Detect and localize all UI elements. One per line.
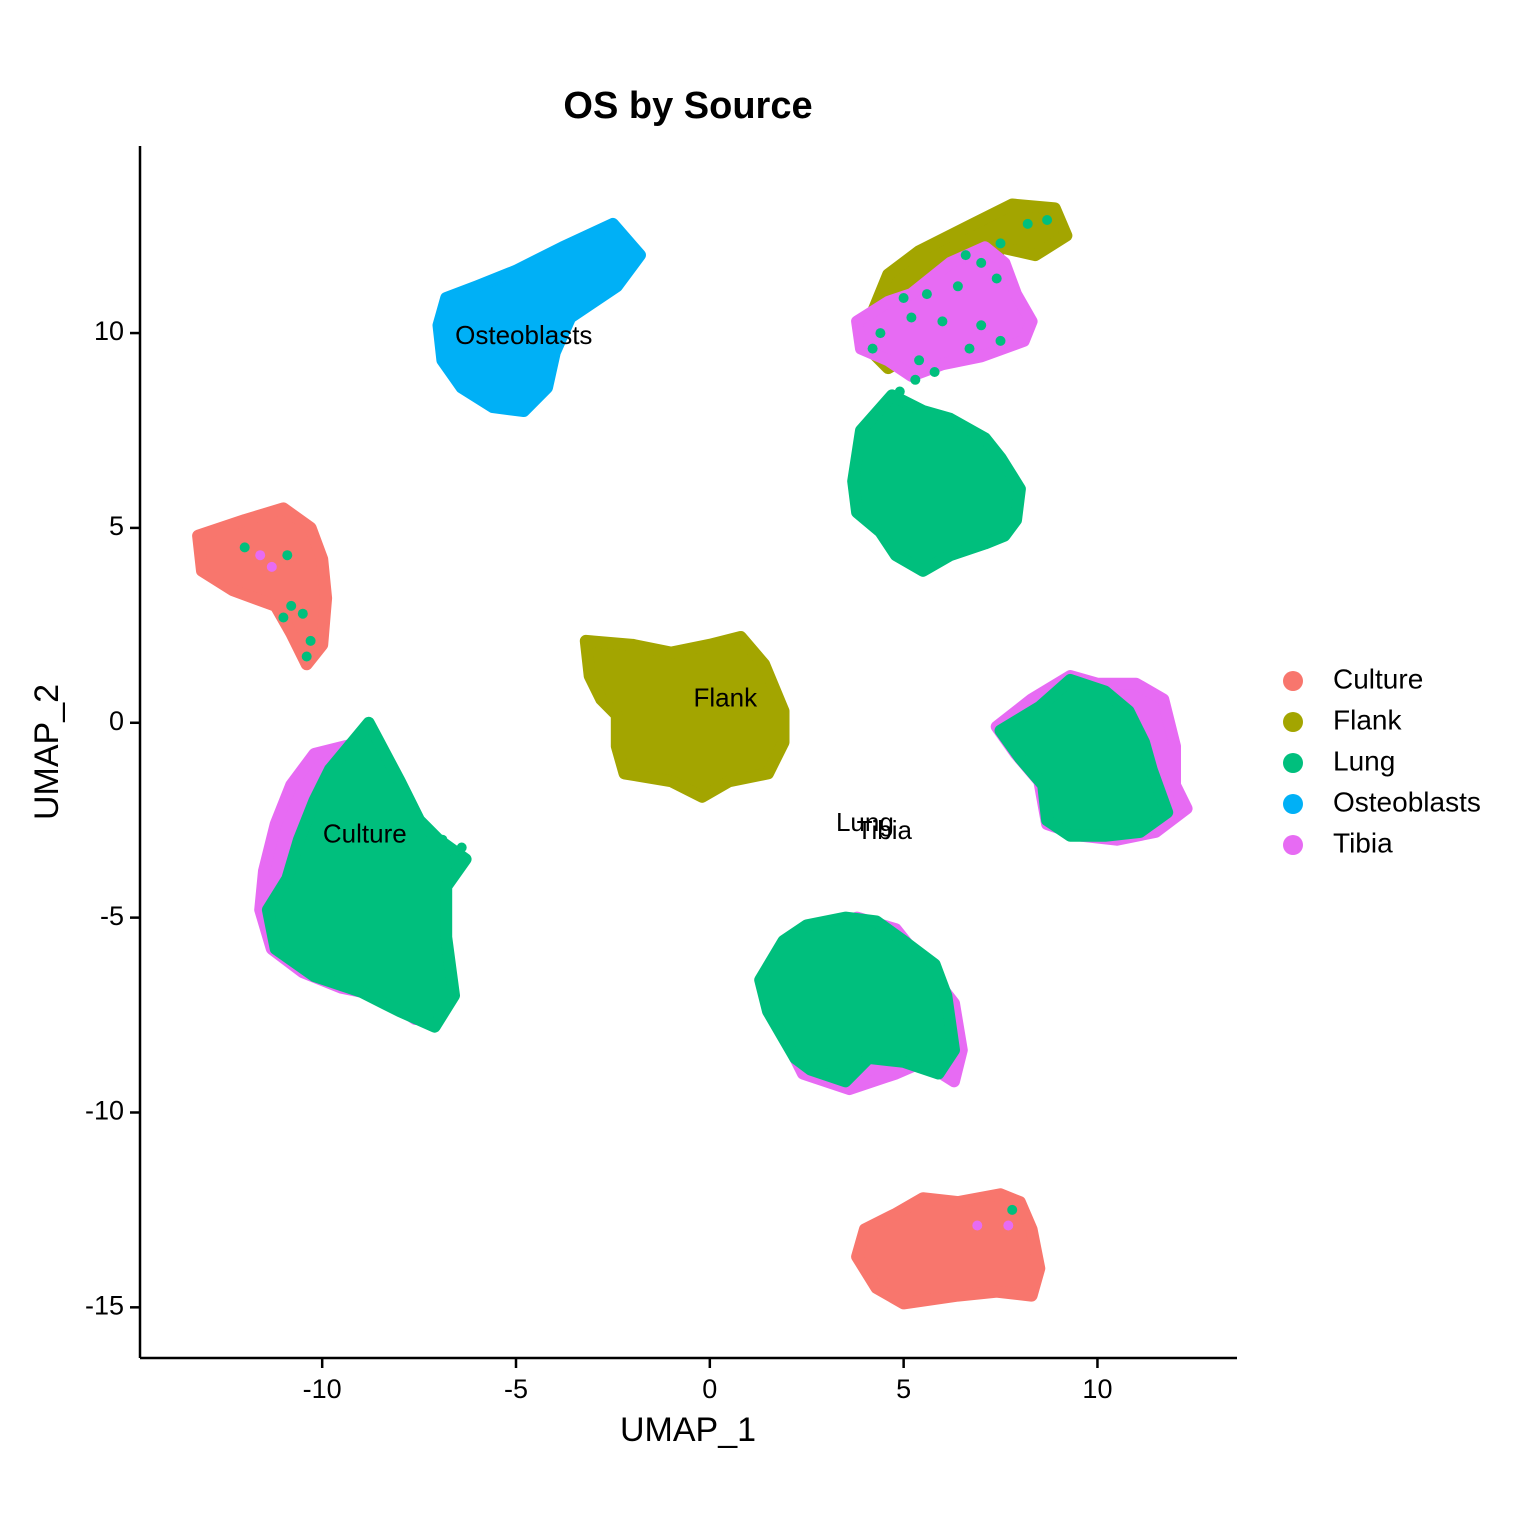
annotation-culture: Culture <box>323 819 407 849</box>
point-lung-16 <box>952 281 963 292</box>
point-lung-34 <box>437 834 448 845</box>
point-lung-6 <box>301 651 312 662</box>
point-lung-29 <box>910 374 921 385</box>
x-ticks: -10 -5 0 5 10 <box>303 1358 1112 1404</box>
y-tick-label: -5 <box>100 901 124 931</box>
point-lung-27 <box>964 343 975 354</box>
point-lung-14 <box>995 238 1006 249</box>
point-tibia-8 <box>266 561 277 572</box>
point-tibia-11 <box>1003 1220 1014 1231</box>
legend-key-tibia <box>1283 835 1303 855</box>
y-ticks: -15 -10 -5 0 5 10 <box>85 316 140 1320</box>
point-lung-13 <box>1042 215 1053 225</box>
cluster-lung-9 <box>994 673 1174 842</box>
x-tick-label: -5 <box>504 1374 528 1404</box>
y-tick-label: 0 <box>109 706 124 736</box>
point-lung-33 <box>456 842 467 853</box>
point-lung-31 <box>960 250 971 261</box>
cluster-lung-4 <box>261 716 472 1033</box>
x-tick-label: 5 <box>896 1374 911 1404</box>
point-lung-32 <box>449 854 459 865</box>
x-axis-label: UMAP_1 <box>620 1411 756 1449</box>
legend-label-culture: Culture <box>1333 663 1423 694</box>
y-tick-label: -10 <box>85 1096 124 1126</box>
point-lung-3 <box>278 612 289 623</box>
annotation-osteoblasts: Osteoblasts <box>455 320 592 350</box>
point-lung-5 <box>305 635 316 646</box>
points-layer <box>239 215 1053 1231</box>
legend: Culture Flank Lung Osteoblasts Tibia <box>1283 663 1481 858</box>
point-lung-30 <box>898 293 909 303</box>
annotation-tibia: Tibia <box>857 815 913 845</box>
point-lung-26 <box>929 367 940 377</box>
point-lung-1 <box>282 550 293 561</box>
point-lung-17 <box>991 273 1002 284</box>
point-lung-9 <box>1007 1204 1018 1215</box>
point-lung-24 <box>995 335 1006 346</box>
chart-title: OS by Source <box>563 85 812 127</box>
legend-label-osteoblasts: Osteoblasts <box>1333 786 1481 817</box>
point-lung-23 <box>976 320 987 331</box>
cluster-osteoblasts-0 <box>432 217 646 417</box>
cluster-culture-1 <box>192 502 333 671</box>
point-lung-2 <box>286 600 297 611</box>
point-tibia-7 <box>255 550 266 561</box>
point-lung-15 <box>976 257 987 268</box>
x-tick-label: 10 <box>1082 1374 1112 1404</box>
point-lung-20 <box>875 328 886 339</box>
point-lung-12 <box>1022 218 1033 229</box>
cluster-lung-11 <box>754 911 960 1088</box>
cluster-lung-7 <box>847 389 1026 577</box>
point-lung-18 <box>921 289 932 300</box>
y-tick-label: 10 <box>94 316 124 346</box>
legend-label-lung: Lung <box>1333 745 1395 776</box>
y-axis-label: UMAP_2 <box>28 684 66 820</box>
annotation-flank: Flank <box>694 682 759 712</box>
y-tick-label: 5 <box>109 511 124 541</box>
annotation-lung: Lung <box>836 807 894 837</box>
cluster-culture-12 <box>851 1188 1046 1310</box>
point-lung-19 <box>906 312 917 323</box>
x-tick-label: -10 <box>303 1374 342 1404</box>
point-lung-4 <box>297 608 308 619</box>
legend-label-flank: Flank <box>1333 704 1402 735</box>
legend-key-flank <box>1283 712 1303 732</box>
cluster-tibia-6 <box>851 241 1038 382</box>
point-tibia-10 <box>972 1220 983 1231</box>
cluster-flank-2 <box>579 631 790 803</box>
legend-key-culture <box>1283 671 1303 691</box>
y-tick-label: -15 <box>85 1290 124 1320</box>
cluster-layer <box>192 198 1193 1310</box>
legend-label-tibia: Tibia <box>1333 827 1393 858</box>
legend-key-osteoblasts <box>1283 794 1303 814</box>
legend-key-lung <box>1283 753 1303 773</box>
point-lung-28 <box>894 386 905 397</box>
point-lung-22 <box>937 316 948 327</box>
point-lung-25 <box>914 355 925 366</box>
x-tick-label: 0 <box>702 1374 717 1404</box>
point-lung-21 <box>867 343 878 354</box>
point-lung-0 <box>239 542 250 553</box>
